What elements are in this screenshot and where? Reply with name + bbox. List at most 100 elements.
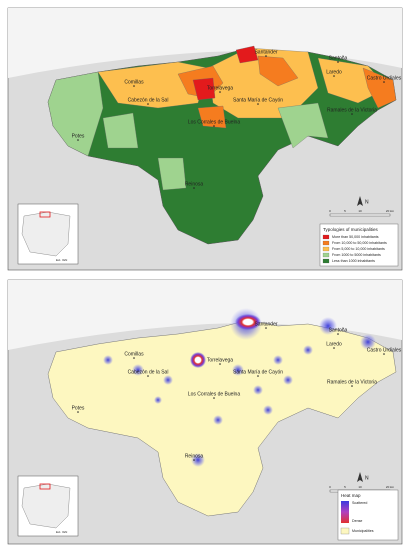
town-dot (219, 91, 221, 93)
legend-label: Scattered (352, 501, 367, 505)
town-label: Comillas (124, 79, 144, 85)
heat-spot (303, 345, 313, 355)
legend-swatch (322, 240, 330, 246)
heat-spot (154, 396, 162, 404)
inset-credit: Ext. IGN (56, 530, 67, 534)
town-dot (147, 375, 149, 377)
town-dot (333, 75, 335, 77)
town-label: Santoña (329, 327, 348, 333)
scale-label: 10 (358, 485, 362, 489)
inset-highlight (39, 211, 51, 218)
town-dot (337, 61, 339, 63)
legend: Typologies of municipalities More than 50… (319, 223, 399, 267)
scale-label: 0 (329, 485, 331, 489)
scale-label: 20 km (386, 209, 395, 213)
heat-spot (103, 355, 113, 365)
heat-spot (360, 334, 376, 350)
municipality (157, 157, 187, 191)
town-label: Laredo (326, 341, 342, 347)
legend-label: Municipalities (352, 529, 374, 533)
scale-bar (329, 213, 391, 217)
heat-spot (283, 375, 293, 385)
legend-label: More than 50,000 inhabitants (332, 235, 379, 239)
scale-label: 0 (329, 209, 331, 213)
inset-spain (21, 211, 71, 257)
town-dot (257, 103, 259, 105)
sea (8, 280, 402, 350)
town-dot (337, 333, 339, 335)
town-label: Santa María de Cayón (233, 369, 283, 375)
town-label: Santoña (329, 55, 348, 61)
town-dot (77, 411, 79, 413)
municipality (257, 55, 299, 87)
north-arrow (357, 196, 363, 206)
town-label: Los Corrales de Buelna (188, 119, 240, 125)
legend-label: From 10,000 to 50,000 inhabitants (332, 241, 387, 245)
municipality (197, 105, 227, 129)
town-label: Cabezón de la Sal (128, 97, 169, 103)
scale-label: 5 (344, 209, 346, 213)
legend-box (319, 223, 399, 267)
town-label: Cabezón de la Sal (128, 369, 169, 375)
town-dot (193, 459, 195, 461)
legend: Heat map Scattered Dense Municipalities (337, 489, 399, 541)
legend-label: From 5,000 to 10,000 inhabitants (332, 247, 385, 251)
map-panel: Santander Santoña Laredo Castro Urdiales Com… (7, 7, 403, 271)
legend-label: From 1000 to 5000 inhabitants (332, 253, 381, 257)
legend-label: Dense (352, 519, 362, 523)
municipality (277, 102, 329, 149)
sea (8, 8, 402, 78)
town-label: Castro Urdiales (367, 347, 402, 353)
town-dot (383, 81, 385, 83)
legend-title: Heat map (341, 493, 361, 498)
municipality (47, 71, 104, 157)
municipality (362, 67, 397, 109)
town-label: Reinosa (185, 453, 204, 459)
town-dot (193, 187, 195, 189)
legend-ramp (341, 501, 349, 523)
heat-hotspot (190, 352, 206, 368)
town-label: Santander (254, 49, 277, 55)
heat-spot (319, 317, 337, 335)
town-label: Castro Urdiales (367, 75, 402, 81)
town-dot (257, 375, 259, 377)
town-dot (383, 353, 385, 355)
inset-credit: Ext. IGN (56, 258, 67, 262)
municipality (192, 77, 216, 101)
inset-spain (21, 483, 71, 529)
heat-spot (263, 405, 273, 415)
town-label: Torrelavega (207, 85, 233, 91)
scale-label: 10 (358, 209, 362, 213)
town-label: Santa María de Cayón (233, 97, 283, 103)
heat-spot (253, 385, 263, 395)
heat-spot (132, 364, 144, 376)
legend-title: Typologies of municipalities (323, 227, 379, 232)
scale-label: 5 (344, 485, 346, 489)
town-label: Ramales de la Victoria (327, 107, 377, 113)
municipality (235, 45, 259, 64)
town-dot (213, 397, 215, 399)
town-label: Comillas (124, 351, 144, 357)
legend-swatch (322, 234, 330, 240)
town-label: Laredo (326, 69, 342, 75)
inset-highlight (39, 483, 51, 490)
town-dot (219, 363, 221, 365)
town-dot (333, 347, 335, 349)
town-dot (147, 103, 149, 105)
map-panel: Santander Santoña Laredo Castro Urdiales Com… (7, 279, 403, 545)
heat-hotspot (235, 314, 261, 330)
scale-label: 20 km (386, 485, 395, 489)
legend-swatch (322, 258, 330, 264)
town-label: Ramales de la Victoria (327, 379, 377, 385)
heat-spot (232, 364, 244, 376)
heat-spot (191, 453, 205, 467)
heat-spot (273, 355, 283, 365)
municipality (102, 112, 139, 149)
north-arrow (357, 472, 363, 482)
town-dot (351, 385, 353, 387)
north-label: N (365, 475, 369, 481)
town-label: Potes (72, 133, 85, 139)
legend-swatch (322, 246, 330, 252)
town-label: Torrelavega (207, 357, 233, 363)
